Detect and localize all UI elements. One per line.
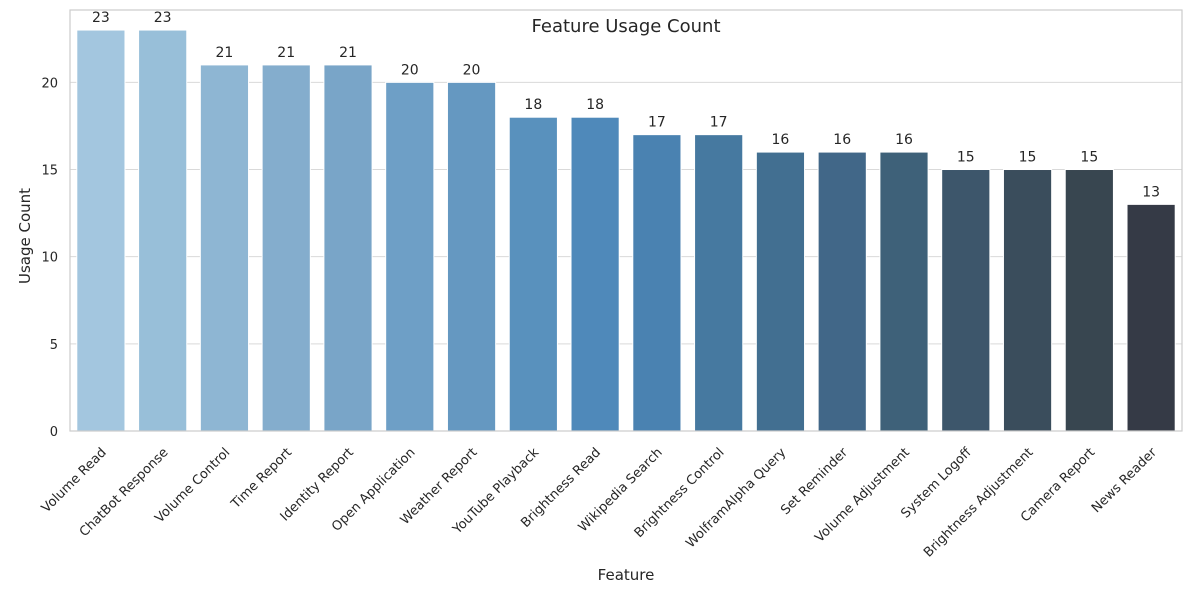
plot-frame	[69, 9, 1183, 432]
data-label: 17	[710, 115, 728, 131]
data-label: 16	[833, 132, 851, 148]
bar	[385, 81, 435, 432]
data-label: 23	[92, 10, 110, 26]
bar	[817, 151, 867, 432]
y-tick-layer: 0 5 10 15 20	[41, 76, 58, 440]
bar	[941, 169, 991, 432]
x-axis-label: Feature	[598, 566, 655, 584]
data-label: 21	[216, 45, 234, 61]
y-tick-label: 5	[50, 338, 58, 353]
data-label: 23	[154, 10, 172, 26]
bar	[755, 151, 806, 432]
data-label: 21	[277, 45, 295, 61]
x-tick-label: Brightness Adjustment	[921, 445, 1036, 560]
data-label: 17	[648, 115, 666, 131]
data-label: 18	[524, 97, 542, 113]
data-label: 20	[463, 62, 481, 78]
data-label: 16	[772, 132, 790, 148]
bar	[261, 64, 311, 432]
y-tick-label: 15	[41, 164, 58, 179]
bar	[632, 134, 682, 432]
bar-layer	[76, 29, 1176, 432]
y-tick-label: 0	[50, 425, 58, 440]
bar	[570, 116, 620, 432]
bar	[199, 64, 250, 432]
bar	[508, 116, 558, 432]
bar	[138, 29, 188, 432]
y-axis-label: Usage Count	[16, 188, 34, 284]
x-tick-label: News Reader	[1089, 445, 1160, 516]
x-tick-label: Time Report	[228, 445, 295, 512]
bar	[323, 64, 373, 432]
data-label-layer: 23 23 21 21 21 20 20 18 18 17 17 16 16 16 15 15 15 13	[92, 10, 1160, 200]
bar	[694, 134, 744, 432]
bar	[1002, 169, 1053, 432]
x-tick-label: WolframAlpha Query	[683, 445, 789, 551]
bar	[76, 29, 126, 432]
data-label: 13	[1142, 184, 1160, 200]
data-label: 15	[1019, 150, 1037, 166]
chart-title: Feature Usage Count	[532, 16, 721, 37]
x-tick-label: Volume Read	[39, 445, 110, 516]
bar	[879, 151, 929, 432]
y-tick-label: 20	[41, 76, 58, 91]
y-tick-label: 10	[41, 251, 58, 266]
data-label: 20	[401, 62, 419, 78]
data-label: 21	[339, 45, 357, 61]
bar	[1064, 169, 1114, 432]
data-label: 16	[895, 132, 913, 148]
bar	[446, 81, 497, 432]
bar	[1126, 203, 1176, 432]
data-label: 15	[1080, 150, 1098, 166]
data-label: 15	[957, 150, 975, 166]
data-label: 18	[586, 97, 604, 113]
